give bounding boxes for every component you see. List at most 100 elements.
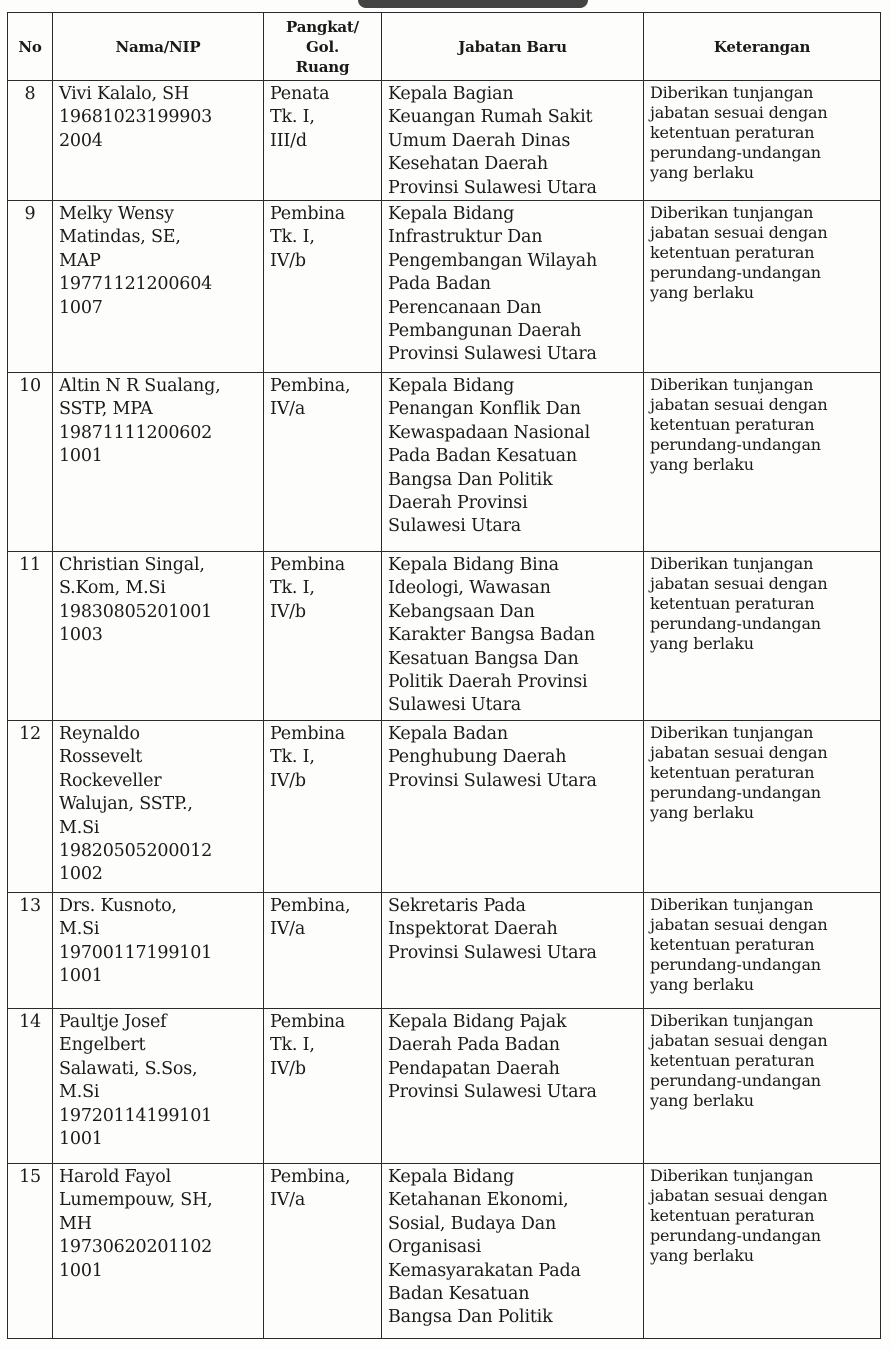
name-nip-cell-line: Matindas, SE, [59, 227, 181, 248]
name-nip-cell-line: 2004 [59, 130, 103, 151]
position-cell-line: Kewaspadaan Nasional [388, 422, 591, 443]
header-keterangan: Keterangan [643, 12, 881, 81]
position-cell-line: Politik Daerah Provinsi [388, 672, 588, 693]
position-cell-line: Umum Daerah Dinas [388, 130, 571, 151]
remarks-cell-line: Diberikan tunjangan [650, 1011, 814, 1031]
position-cell-line: Penghubung Daerah [388, 747, 567, 768]
rank-cell-line: III/d [270, 130, 307, 151]
position-cell: Kepala Bidang Pajak Daerah Pada Badan Pend… [381, 1008, 644, 1165]
remarks-cell-line: Diberikan tunjangan [650, 895, 814, 915]
position-cell-line: Kepala Bidang [388, 204, 515, 225]
name-nip-cell-line: Lumempouw, SH, [59, 1190, 213, 1211]
rank-cell-line: Tk. I, [270, 107, 315, 128]
name-nip-cell-line: Rockeveller [59, 770, 162, 791]
position-cell-line: Keuangan Rumah Sakit [388, 107, 593, 128]
rank-cell-line: IV/a [270, 399, 306, 420]
remarks-cell-line: Diberikan tunjangan [650, 723, 814, 743]
position-cell-line: Kemasyarakatan Pada [388, 1260, 581, 1281]
table-row: 10 Altin N R Sualang, SSTP, MPA 19871111200… [7, 372, 881, 553]
remarks-cell-line: perundang-undangan [650, 1071, 821, 1091]
name-nip-cell-line: 19771121200604 [59, 274, 213, 295]
rank-cell-line: IV/b [270, 601, 306, 622]
row-number: 8 [7, 79, 53, 202]
remarks-cell-line: jabatan sesuai dengan [650, 574, 828, 594]
table-row: 13 Drs. Kusnoto, M.Si 19700117199101 1001 Pem… [7, 892, 881, 1010]
remarks-cell-line: yang berlaku [650, 455, 754, 475]
remarks-cell: Diberikan tunjangan jabatan sesuai dengan… [643, 200, 881, 374]
row-number: 14 [7, 1008, 53, 1165]
position-cell-line: Ideologi, Wawasan [388, 578, 551, 599]
row-number: 11 [7, 551, 53, 722]
remarks-cell-line: perundang-undangan [650, 955, 821, 975]
position-cell-line: Kesatuan Bangsa Dan [388, 648, 579, 669]
position-cell-line: Sosial, Budaya Dan [388, 1213, 557, 1234]
rank-cell-line: IV/a [270, 919, 306, 940]
name-nip-cell-line: Rossevelt [59, 747, 143, 768]
remarks-cell-line: Diberikan tunjangan [650, 1166, 814, 1186]
position-cell-line: Bangsa Dan Politik [388, 469, 553, 490]
name-nip-cell-line: Harold Fayol [59, 1167, 171, 1188]
position-cell-line: Provinsi Sulawesi Utara [388, 942, 597, 963]
appointment-table: No Nama/NIP Pangkat/Gol. Ruang Jabatan Baru K… [7, 12, 881, 1340]
name-nip-cell-line: Drs. Kusnoto, [59, 896, 177, 917]
name-nip-cell-line: 19830805201001 [59, 601, 213, 622]
position-cell-line: Kepala Bidang Bina [388, 555, 559, 576]
name-nip-cell-line: M.Si [59, 1082, 100, 1103]
name-nip-cell: Harold Fayol Lumempouw, SH, MH 197306202011… [52, 1163, 264, 1340]
position-cell-line: Perencanaan Dan [388, 297, 542, 318]
remarks-cell-line: yang berlaku [650, 803, 754, 823]
table-header-row: No Nama/NIP Pangkat/Gol. Ruang Jabatan Baru K… [7, 12, 881, 81]
rank-cell-line: IV/b [270, 1058, 306, 1079]
table-row: 12 Reynaldo Rossevelt Rockeveller Walujan, S… [7, 720, 881, 894]
position-cell-line: Kepala Bidang [388, 1167, 515, 1188]
position-cell-line: Sulawesi Utara [388, 695, 521, 716]
name-nip-cell-line: 1001 [59, 1260, 103, 1281]
position-cell-line: Provinsi Sulawesi Utara [388, 770, 597, 791]
remarks-cell-line: perundang-undangan [650, 143, 821, 162]
remarks-cell-line: Diberikan tunjangan [650, 83, 814, 102]
position-cell-line: Pendapatan Daerah [388, 1058, 560, 1079]
name-nip-cell: Reynaldo Rossevelt Rockeveller Walujan, SST… [52, 720, 264, 894]
name-nip-cell-line: 1001 [59, 1129, 103, 1150]
remarks-cell-line: perundang-undangan [650, 614, 821, 634]
position-cell: Sekretaris Pada Inspektorat Daerah Provins… [381, 892, 644, 1010]
remarks-cell: Diberikan tunjangan jabatan sesuai dengan… [643, 1008, 881, 1165]
position-cell: Kepala Bidang Ketahanan Ekonomi, Sosial, B… [381, 1163, 644, 1340]
name-nip-cell-line: 19820505200012 [59, 841, 213, 862]
table-row: 14 Paultje Josef Engelbert Salawati, S.Sos,… [7, 1008, 881, 1165]
remarks-cell-line: yang berlaku [650, 634, 754, 654]
name-nip-cell-line: S.Kom, M.Si [59, 578, 166, 599]
rank-cell-line: IV/b [270, 250, 306, 271]
remarks-cell: Diberikan tunjangan jabatan sesuai dengan… [643, 720, 881, 894]
rank-cell-line: Pembina [270, 204, 346, 225]
header-text-line: Keterangan [713, 37, 811, 56]
remarks-cell-line: ketentuan peraturan [650, 935, 815, 955]
name-nip-cell-line: 1001 [59, 446, 103, 467]
remarks-cell-line: jabatan sesuai dengan [650, 103, 828, 122]
position-cell-line: Badan Kesatuan [388, 1284, 530, 1305]
name-nip-cell: Drs. Kusnoto, M.Si 19700117199101 1001 [52, 892, 264, 1010]
rank-cell-line: Tk. I, [270, 578, 315, 599]
position-cell-line: Kesehatan Daerah [388, 154, 548, 175]
position-cell-line: Sulawesi Utara [388, 516, 521, 537]
position-cell-line: Daerah Provinsi [388, 493, 528, 514]
position-cell-line: Kepala Bidang [388, 376, 515, 397]
table-body: 8 Vivi Kalalo, SH 19681023199903 2004 Penata… [7, 79, 881, 1340]
rank-cell-line: Tk. I, [270, 1035, 315, 1056]
header-text-line: Ruang [295, 57, 350, 76]
remarks-cell: Diberikan tunjangan jabatan sesuai dengan… [643, 372, 881, 553]
name-nip-cell-line: Paultje Josef [59, 1012, 167, 1033]
rank-cell-line: IV/b [270, 770, 306, 791]
name-nip-cell-line: Vivi Kalalo, SH [59, 84, 190, 104]
rank-cell: Pembina Tk. I, IV/b [263, 720, 382, 894]
header-text-line: Nama/NIP [115, 37, 201, 56]
rank-cell: Pembina Tk. I, IV/b [263, 551, 382, 722]
remarks-cell-line: ketentuan peraturan [650, 123, 815, 142]
rank-cell-line: Pembina [270, 555, 346, 576]
name-nip-cell-line: SSTP, MPA [59, 399, 153, 420]
rank-cell: Pembina Tk. I, IV/b [263, 1008, 382, 1165]
name-nip-cell-line: 1002 [59, 864, 103, 885]
header-text-line: No [18, 37, 42, 56]
remarks-cell-line: jabatan sesuai dengan [650, 1031, 828, 1051]
header-text-line: Pangkat/ [286, 17, 359, 36]
